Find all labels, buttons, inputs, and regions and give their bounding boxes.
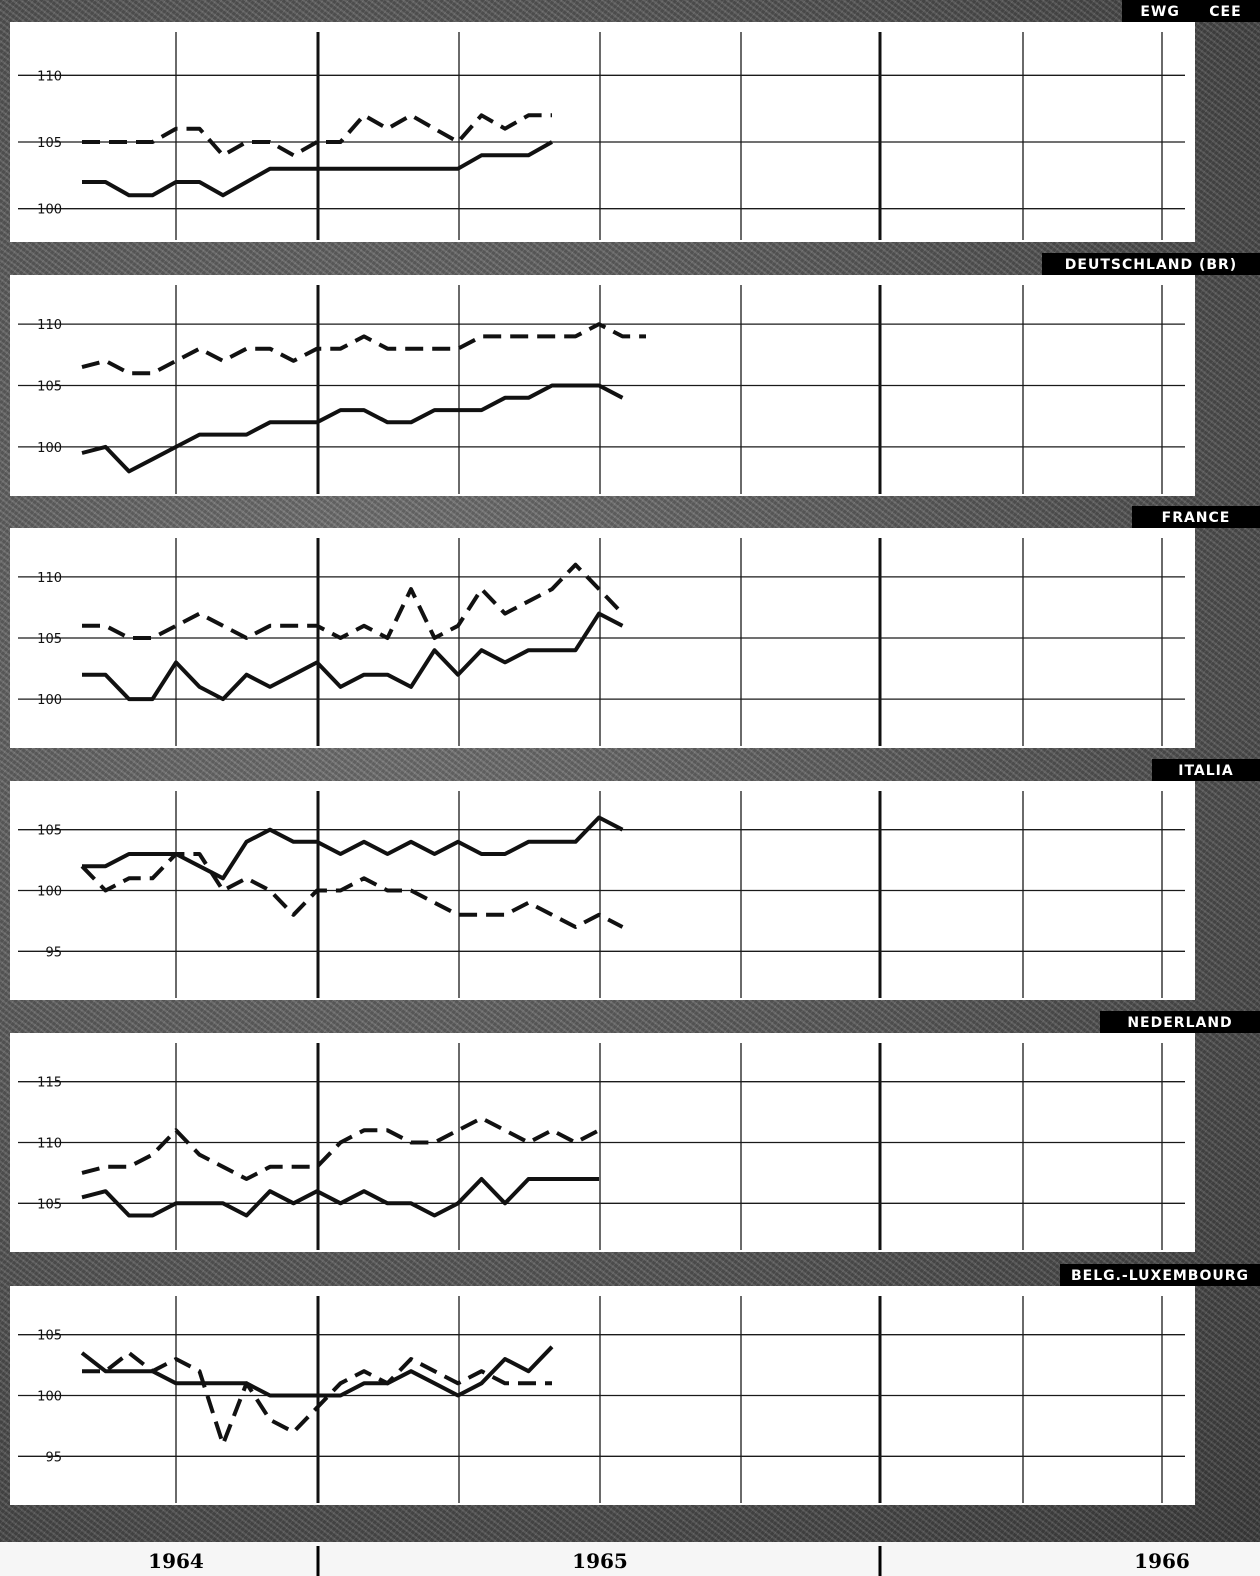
chart-panel-1: 100 105 110 EWG CEE <box>10 0 1260 242</box>
y-tick-label: 100 <box>37 441 62 456</box>
chart-panel-4: 95 100 105 ITALIA <box>10 759 1260 1000</box>
panel-title: BELG.-LUXEMBOURG <box>1071 1268 1249 1284</box>
y-tick-label: 105 <box>37 824 62 839</box>
chart-panel-6: 95 100 105 BELG.-LUXEMBOURG <box>10 1264 1260 1505</box>
panel-title-tag <box>1152 759 1260 781</box>
y-tick-label: 105 <box>37 1329 62 1344</box>
y-tick-label: 95 <box>45 945 62 960</box>
panel-title-tag <box>1042 253 1260 275</box>
panel-title-tag <box>1100 1011 1260 1033</box>
panel-title-tag <box>1132 506 1260 528</box>
series-line-solid <box>82 140 553 198</box>
year-label-1965: 1965 <box>572 1549 628 1573</box>
y-tick-label: 100 <box>37 203 62 218</box>
series-line-solid <box>81 383 624 474</box>
panel-title: ITALIA <box>1178 763 1233 779</box>
panel-title: FRANCE <box>1162 510 1231 526</box>
y-tick-label: 100 <box>37 885 62 900</box>
y-tick-label: 110 <box>37 318 62 333</box>
year-axis: 1964 1965 1966 <box>0 1542 1260 1576</box>
series-line-dashed <box>82 1350 552 1447</box>
y-tick-label: 110 <box>37 69 62 84</box>
series-line-dashed <box>80 852 624 929</box>
chart-panel-2: 100 105 110 DEUTSCHLAND (BR) <box>10 253 1260 496</box>
series-line-dashed <box>82 562 624 640</box>
y-tick-label: 105 <box>37 1197 62 1212</box>
y-tick-label: 95 <box>45 1450 62 1465</box>
panel-title-tag <box>1060 1264 1260 1286</box>
chart-panel-3: 100 105 110 FRANCE <box>10 506 1260 748</box>
y-tick-label: 110 <box>37 571 62 586</box>
chart-panel-5: 105 110 115 NEDERLAND <box>10 1011 1260 1252</box>
y-tick-label: 105 <box>37 380 62 395</box>
y-tick-label: 110 <box>37 1137 62 1152</box>
series-line-dashed <box>81 1116 600 1181</box>
year-strip-background <box>0 1542 1260 1576</box>
series-line-solid <box>82 611 624 702</box>
y-tick-label: 115 <box>37 1076 62 1091</box>
y-tick-label: 100 <box>37 1390 62 1405</box>
panel-title: DEUTSCHLAND (BR) <box>1065 257 1237 273</box>
panel-title: EWG CEE <box>1140 4 1241 20</box>
series-line-solid <box>82 815 624 881</box>
series-line-solid <box>80 1345 554 1398</box>
y-tick-label: 100 <box>37 693 62 708</box>
year-label-1966: 1966 <box>1134 1549 1190 1573</box>
year-label-1964: 1964 <box>148 1549 204 1573</box>
y-tick-label: 105 <box>37 632 62 647</box>
series-line-dashed <box>81 322 646 376</box>
panel-title: NEDERLAND <box>1127 1015 1232 1031</box>
series-line-solid <box>81 1177 599 1218</box>
panel-background <box>10 22 1195 242</box>
panel-title-tag <box>1122 0 1260 22</box>
y-tick-label: 105 <box>37 136 62 151</box>
